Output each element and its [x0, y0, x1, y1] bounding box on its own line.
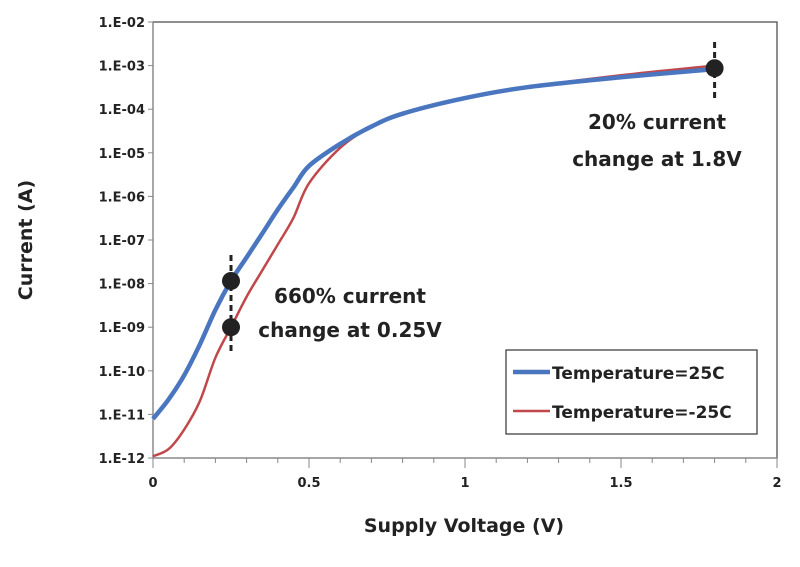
y-tick-label: 1.E-11	[99, 408, 145, 423]
annotation-1-line-1: 20% current	[588, 110, 726, 134]
series-line-25c	[151, 66, 715, 421]
data-marker	[222, 318, 240, 337]
x-tick-label: 1	[460, 476, 469, 491]
x-tick-label: 1.5	[609, 476, 632, 491]
legend-box	[505, 349, 758, 435]
y-tick-label: 1.E-06	[99, 190, 145, 205]
x-axis-title: Supply Voltage (V)	[364, 515, 564, 537]
annotation-1-line-2: change at 1.8V	[572, 147, 742, 171]
data-marker	[705, 59, 724, 78]
data-marker	[222, 271, 240, 290]
y-tick-label: 1.E-09	[99, 321, 145, 336]
x-tick-label: 0	[148, 476, 157, 491]
legend: Temperature=25C Temperature=-25C	[505, 349, 758, 435]
y-tick-label: 1.E-04	[99, 103, 145, 118]
y-tick-label: 1.E-05	[99, 147, 145, 162]
y-axis-title: Current (A)	[15, 180, 37, 300]
annotation-2-line-2: change at 0.25V	[258, 318, 442, 342]
y-tick-label: 1.E-07	[99, 234, 145, 249]
y-tick-label: 1.E-02	[99, 16, 145, 31]
y-tick-label: 1.E-03	[99, 60, 145, 75]
legend-label-25c: Temperature=25C	[552, 364, 725, 384]
legend-label-minus25c: Temperature=-25C	[552, 403, 732, 423]
y-tick-label: 1.E-10	[99, 365, 145, 380]
annotation-2-line-1: 660% current	[274, 284, 426, 308]
x-tick-label: 0.5	[297, 476, 320, 491]
y-tick-label: 1.E-12	[99, 452, 145, 467]
x-tick-label: 2	[772, 476, 781, 491]
y-tick-label: 1.E-08	[99, 278, 145, 293]
